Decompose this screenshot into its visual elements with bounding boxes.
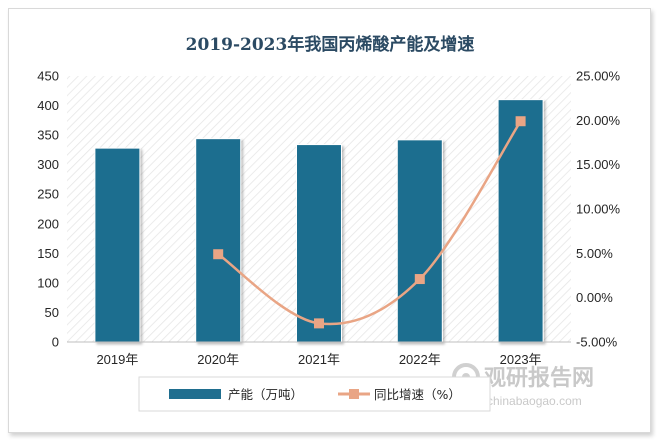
right-tick-label: 0.00% (576, 290, 613, 305)
left-tick-label: 200 (37, 216, 59, 231)
growth-point-2022年 (414, 274, 425, 285)
left-tick-label: 300 (37, 157, 59, 172)
legend-line-label: 同比增速（%） (374, 387, 461, 402)
chart-svg: 2019-2023年我国丙烯酸产能及增速 0 50 100 150 200 250 300 3… (37, 34, 621, 412)
bar-series (94, 99, 544, 343)
x-tick-label: 2023年 (500, 352, 542, 367)
x-tick-label: 2021年 (298, 352, 340, 367)
bar-2019年 (94, 147, 141, 343)
legend-bar-swatch (169, 389, 221, 399)
bar-2021年 (296, 144, 342, 343)
watermark-text-en: chinabaogao.com (487, 394, 582, 408)
x-tick-label: 2022年 (399, 352, 441, 367)
left-tick-label: 350 (37, 128, 59, 143)
right-tick-label: 5.00% (576, 246, 613, 261)
legend-bar-label: 产能（万吨） (228, 387, 303, 402)
right-tick-label: 10.00% (576, 202, 621, 217)
growth-point-2020年 (213, 249, 224, 260)
chart-title: 2019-2023年我国丙烯酸产能及增速 (186, 34, 475, 55)
bar-2023年 (497, 99, 544, 343)
left-tick-label: 400 (37, 98, 59, 113)
watermark-text-cn: 观研报告网 (484, 366, 594, 391)
left-tick-label: 50 (45, 305, 59, 320)
left-axis-ticks: 0 50 100 150 200 250 300 350 400 450 (37, 69, 59, 350)
growth-point-2023年 (515, 116, 526, 127)
right-tick-label: -5.00% (576, 335, 618, 350)
legend: 产能（万吨） 同比增速（%） (138, 376, 491, 412)
bar-2022年 (396, 139, 443, 343)
right-tick-label: 15.00% (576, 157, 621, 172)
right-tick-label: 20.00% (576, 113, 621, 128)
x-tick-label: 2019年 (96, 352, 138, 367)
legend-line-marker (349, 389, 359, 399)
right-axis-ticks: -5.00% 0.00% 5.00% 10.00% 15.00% 20.00% 25.00% (576, 69, 621, 350)
bar-2020年 (195, 138, 242, 343)
left-tick-label: 0 (52, 335, 59, 350)
left-tick-label: 250 (37, 187, 59, 202)
left-tick-label: 150 (37, 246, 59, 261)
x-axis-ticks: 2019年 2020年 2021年 2022年 2023年 (96, 352, 541, 367)
left-tick-label: 450 (37, 69, 59, 84)
growth-point-2021年 (314, 318, 324, 329)
chart-frame: 2019-2023年我国丙烯酸产能及增速 0 50 100 150 200 250 300 3… (8, 8, 651, 433)
line-series (213, 116, 526, 329)
x-tick-label: 2020年 (197, 352, 239, 367)
right-tick-label: 25.00% (576, 69, 621, 84)
growth-line (217, 120, 522, 326)
left-tick-label: 100 (37, 275, 59, 290)
watermark: 观研报告网 chinabaogao.com (452, 363, 594, 408)
